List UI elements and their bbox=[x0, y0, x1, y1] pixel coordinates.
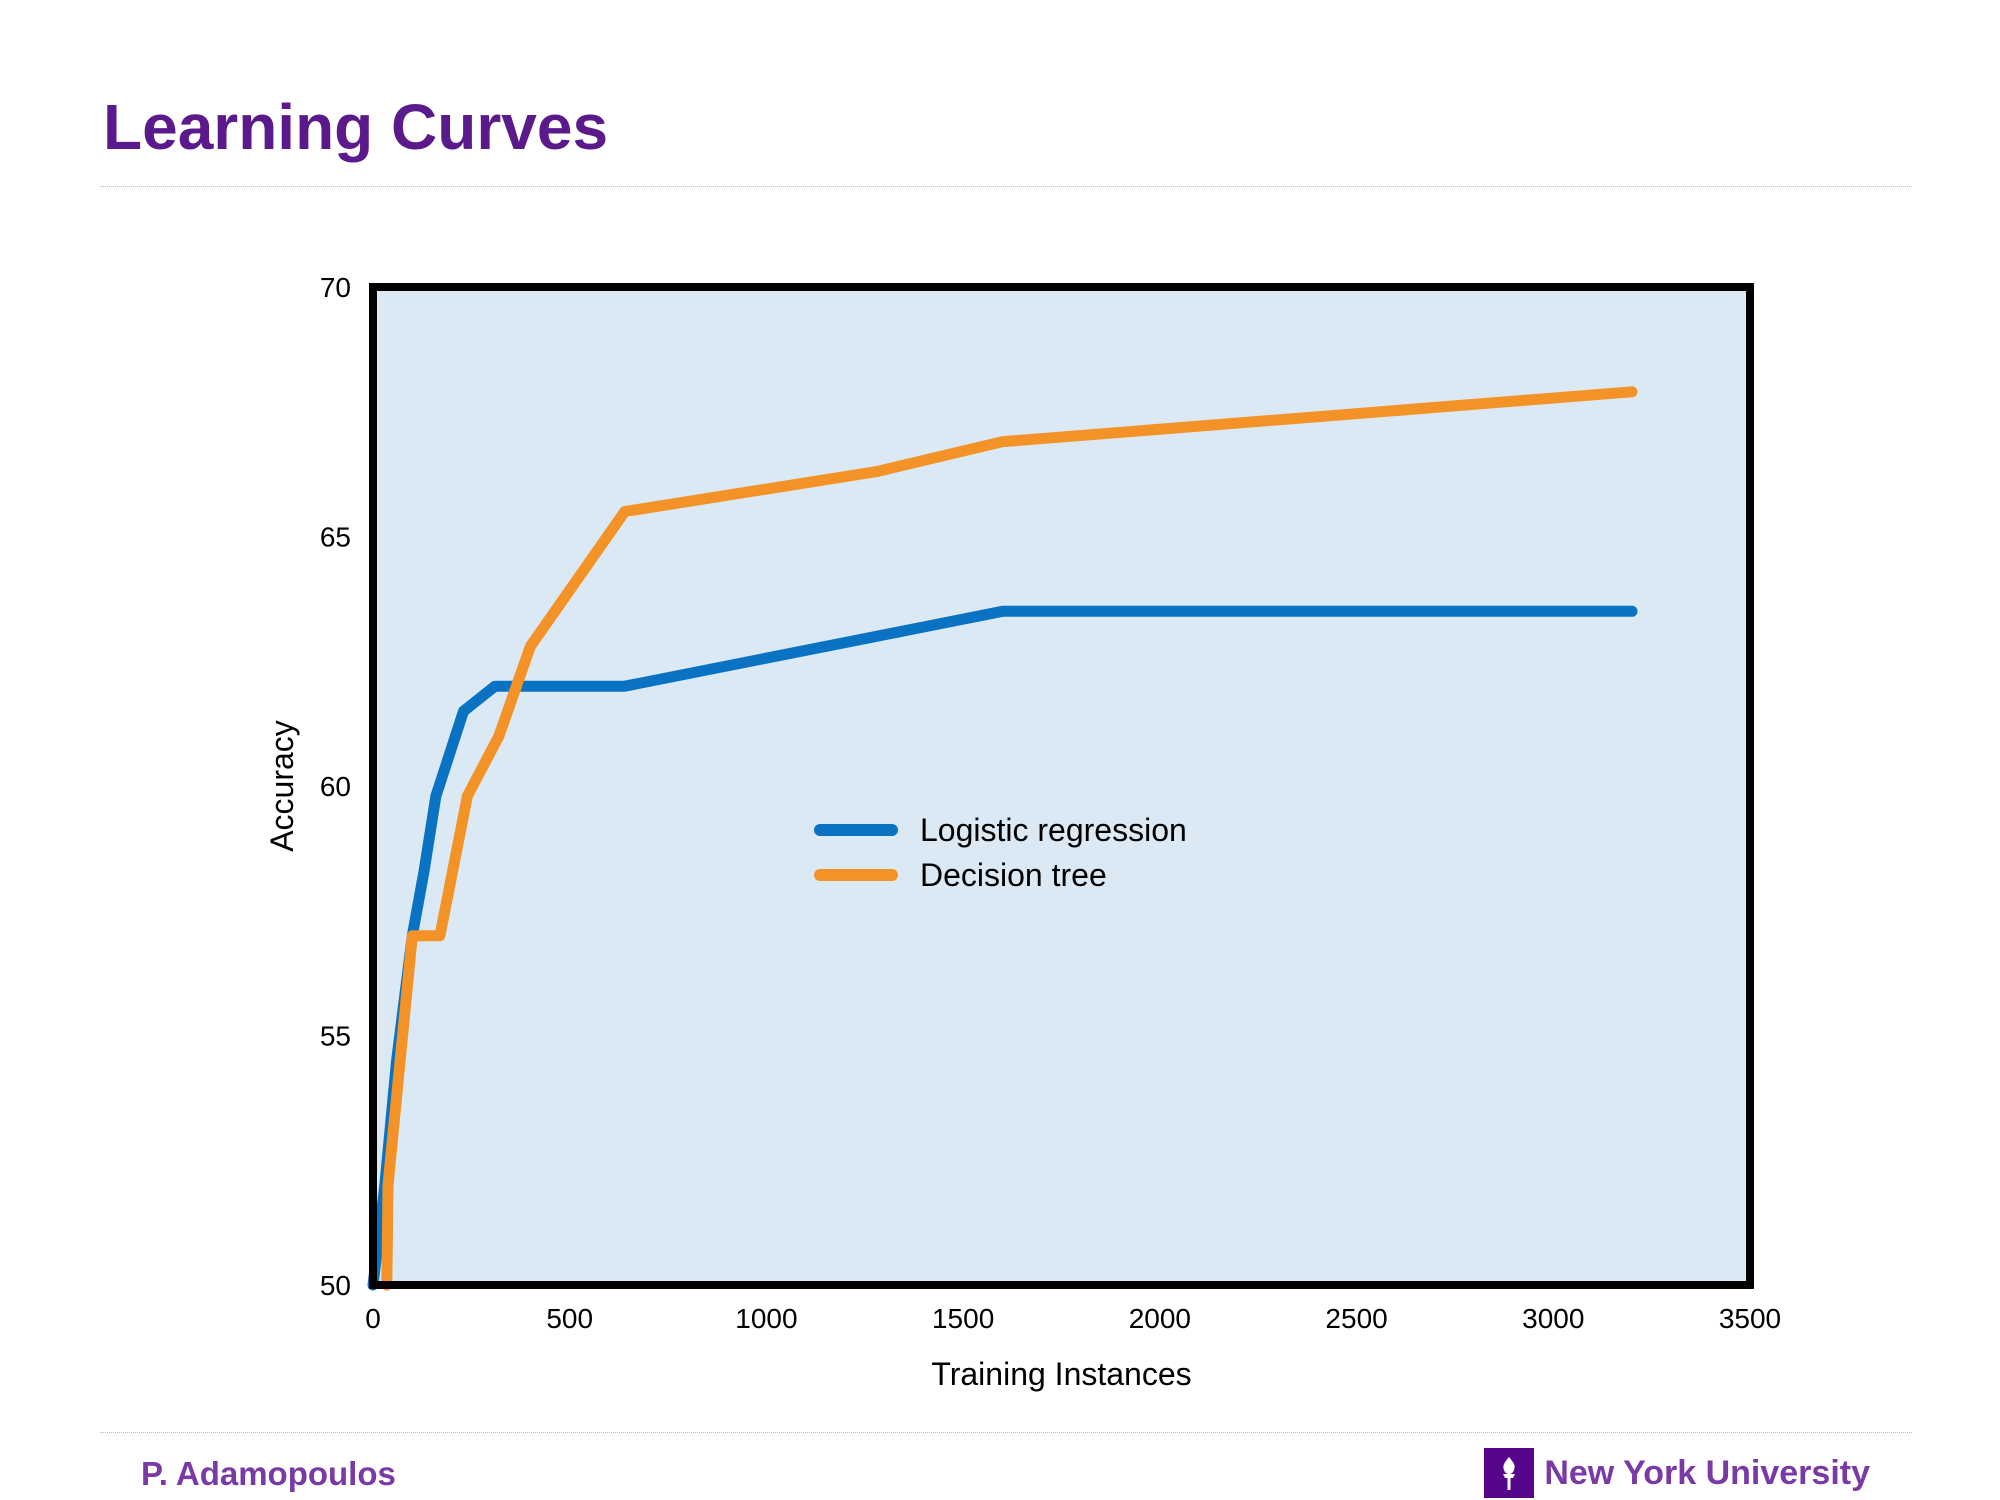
series-layer bbox=[367, 386, 1638, 1291]
x-tick-label: 2000 bbox=[1129, 1303, 1191, 1334]
y-tick-labels: 50 55 60 65 70 bbox=[320, 272, 351, 1301]
plot-area bbox=[373, 287, 1750, 1285]
x-tick-label: 3000 bbox=[1522, 1303, 1584, 1334]
x-tick-label: 2500 bbox=[1325, 1303, 1387, 1334]
x-tick-label: 1000 bbox=[735, 1303, 797, 1334]
y-axis-label: Accuracy bbox=[264, 720, 300, 852]
legend-label-1: Decision tree bbox=[920, 857, 1107, 893]
footer-brand: New York University bbox=[1484, 1446, 1870, 1500]
footer-divider bbox=[100, 1432, 1912, 1433]
legend-label-0: Logistic regression bbox=[920, 812, 1187, 848]
footer-author: P. Adamopoulos bbox=[141, 1455, 396, 1492]
x-tick-label: 500 bbox=[546, 1303, 593, 1334]
plot-frame bbox=[369, 283, 1754, 1289]
x-axis-label: Training Instances bbox=[931, 1356, 1191, 1392]
x-tick-labels: 0 500 1000 1500 2000 2500 3000 3500 bbox=[365, 1303, 1781, 1334]
series-line-1 bbox=[381, 386, 1638, 1291]
y-tick-label: 70 bbox=[320, 272, 351, 303]
x-tick-label: 3500 bbox=[1719, 1303, 1781, 1334]
nyu-torch-logo-icon bbox=[1484, 1448, 1535, 1498]
legend: Logistic regression Decision tree bbox=[814, 812, 1187, 893]
x-tick-label: 0 bbox=[365, 1303, 381, 1334]
y-tick-label: 60 bbox=[320, 771, 351, 802]
y-tick-label: 50 bbox=[320, 1270, 351, 1301]
x-tick-label: 1500 bbox=[932, 1303, 994, 1334]
y-tick-label: 55 bbox=[320, 1021, 351, 1052]
title-divider bbox=[100, 186, 1912, 187]
slide-title: Learning Curves bbox=[103, 91, 609, 163]
institution-name: New York University bbox=[1544, 1453, 1870, 1492]
y-tick-label: 65 bbox=[320, 522, 351, 553]
